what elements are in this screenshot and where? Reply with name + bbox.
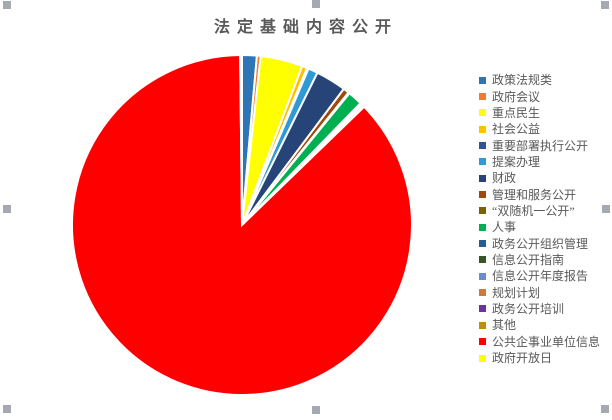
legend-label: 信息公开指南 bbox=[492, 252, 565, 267]
legend-item[interactable]: 信息公开指南 bbox=[479, 252, 600, 268]
legend-swatch bbox=[479, 321, 486, 329]
legend-swatch bbox=[479, 142, 486, 150]
legend-swatch bbox=[479, 272, 486, 280]
legend-label: 政策法规类 bbox=[492, 73, 553, 88]
legend-swatch bbox=[479, 76, 486, 84]
legend-swatch bbox=[479, 158, 486, 166]
legend-swatch bbox=[479, 223, 486, 231]
selection-handle-middle-left[interactable] bbox=[3, 205, 11, 213]
legend-item[interactable]: 政策法规类 bbox=[479, 72, 600, 88]
legend: 政策法规类 政府会议 重点民生社会公益 重要部署执行公开 提案办理财政 管理和服务公开 “双… bbox=[479, 72, 600, 366]
legend-label: 提案办理 bbox=[492, 154, 541, 169]
legend-item[interactable]: 财政 bbox=[479, 170, 600, 186]
legend-label: “双随机一公开” bbox=[492, 203, 575, 218]
legend-label: 社会公益 bbox=[492, 122, 541, 137]
legend-label: 管理和服务公开 bbox=[492, 187, 577, 202]
legend-label: 政府会议 bbox=[492, 89, 541, 104]
legend-label: 其他 bbox=[492, 318, 517, 333]
legend-swatch bbox=[479, 125, 486, 133]
legend-label: 人事 bbox=[492, 220, 517, 235]
legend-item[interactable]: 其他 bbox=[479, 317, 600, 333]
legend-item[interactable]: 社会公益 bbox=[479, 121, 600, 137]
legend-label: 公共企事业单位信息 bbox=[492, 334, 601, 349]
selection-handle-bottom-middle[interactable] bbox=[312, 406, 320, 414]
legend-swatch bbox=[479, 305, 486, 313]
legend-swatch bbox=[479, 207, 486, 215]
legend-label: 规划计划 bbox=[492, 285, 541, 300]
legend-swatch bbox=[479, 191, 486, 199]
legend-swatch bbox=[479, 338, 486, 346]
legend-swatch bbox=[479, 109, 486, 117]
legend-label: 财政 bbox=[492, 171, 517, 186]
legend-item[interactable]: 公共企事业单位信息 bbox=[479, 334, 600, 350]
selection-handle-bottom-right[interactable] bbox=[601, 405, 609, 413]
legend-label: 重要部署执行公开 bbox=[492, 138, 589, 153]
legend-swatch bbox=[479, 354, 486, 362]
selection-handle-middle-right[interactable] bbox=[602, 205, 610, 213]
legend-item[interactable]: 管理和服务公开 bbox=[479, 186, 600, 202]
legend-swatch bbox=[479, 289, 486, 297]
selection-handle-top-middle[interactable] bbox=[312, 0, 320, 8]
legend-swatch bbox=[479, 93, 486, 101]
pie-slice[interactable] bbox=[239, 53, 243, 226]
legend-item[interactable]: 提案办理 bbox=[479, 154, 600, 170]
selection-handle-bottom-left[interactable] bbox=[3, 405, 11, 413]
legend-item[interactable]: 政府开放日 bbox=[479, 350, 600, 366]
legend-label: 重点民生 bbox=[492, 105, 541, 120]
legend-item[interactable]: 政务公开培训 bbox=[479, 301, 600, 317]
chart-title[interactable]: 法定基础内容公开 bbox=[213, 19, 398, 36]
legend-swatch bbox=[479, 240, 486, 248]
legend-item[interactable]: “双随机一公开” bbox=[479, 203, 600, 219]
legend-item[interactable]: 政务公开组织管理 bbox=[479, 235, 600, 251]
legend-item[interactable]: 重点民生 bbox=[479, 105, 600, 121]
selection-handle-top-left[interactable] bbox=[3, 1, 11, 9]
legend-item[interactable]: 政府会议 bbox=[479, 88, 600, 104]
legend-item[interactable]: 重要部署执行公开 bbox=[479, 137, 600, 153]
legend-item[interactable]: 规划计划 bbox=[479, 284, 600, 300]
legend-swatch bbox=[479, 256, 486, 264]
legend-item[interactable]: 人事 bbox=[479, 219, 600, 235]
selection-handle-top-right[interactable] bbox=[601, 1, 609, 9]
legend-swatch bbox=[479, 174, 486, 182]
legend-label: 政务公开组织管理 bbox=[492, 236, 589, 251]
legend-label: 信息公开年度报告 bbox=[492, 269, 589, 284]
legend-item[interactable]: 信息公开年度报告 bbox=[479, 268, 600, 284]
legend-label: 政务公开培训 bbox=[492, 301, 565, 316]
legend-label: 政府开放日 bbox=[492, 351, 553, 366]
